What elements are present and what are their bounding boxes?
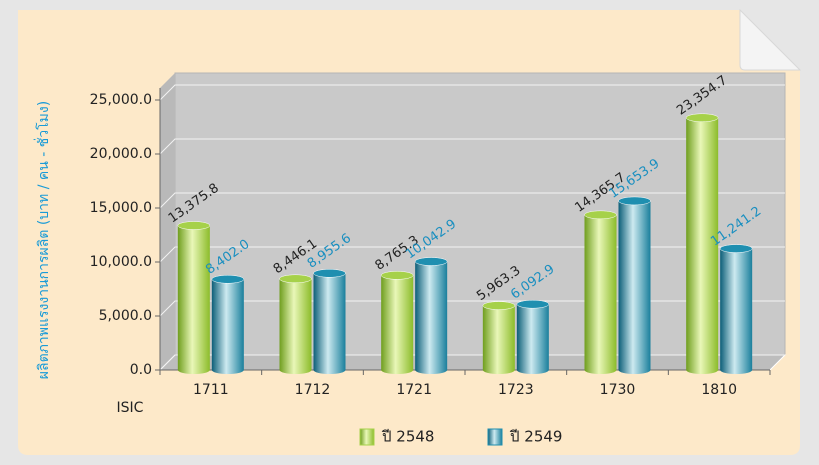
bar-body [686, 117, 719, 375]
bar-cap [313, 269, 346, 278]
bar [618, 196, 651, 374]
bar [279, 274, 312, 374]
x-tick-label: 1721 [396, 382, 432, 398]
y-tick-label: 20,000.0 [90, 146, 152, 162]
bar [313, 269, 346, 374]
grid-line [159, 84, 785, 101]
bar-cap [618, 196, 651, 206]
bar-cap [380, 271, 414, 280]
x-tick-label: 1723 [498, 382, 534, 398]
bar-body [618, 200, 651, 374]
side-wall [160, 73, 175, 370]
bar-cap [584, 210, 617, 220]
legend-swatch [359, 428, 375, 446]
bar [685, 113, 719, 375]
bar-cap [685, 113, 719, 123]
bar-body [279, 278, 312, 374]
bar [482, 301, 516, 374]
grid-line [159, 300, 785, 317]
bar [177, 221, 211, 374]
bar [414, 257, 448, 374]
bar [380, 271, 414, 374]
legend-swatch [487, 428, 503, 446]
bar-body [584, 214, 617, 374]
x-tick-label: 1712 [295, 382, 331, 398]
x-tick-label: 1810 [701, 382, 737, 398]
y-axis-title: ผลิตภาพแรงงานการผลิต (บาท / คน - ชั่วโมง… [34, 101, 52, 379]
bar-body [211, 279, 244, 374]
x-tick-label: 1711 [193, 382, 229, 398]
bar [211, 275, 245, 374]
y-tick-label: 5,000.0 [99, 308, 152, 324]
bar [719, 244, 753, 374]
y-tick-label: 15,000.0 [90, 200, 152, 216]
grid-line [159, 354, 785, 371]
bar-body [177, 225, 210, 374]
legend-label: ปี 2549 [509, 428, 562, 446]
bar-body [313, 273, 346, 374]
bar-body [720, 248, 753, 374]
bar-cap [279, 274, 312, 284]
y-tick-label: 10,000.0 [90, 254, 152, 270]
bar-cap [516, 299, 550, 309]
folded-corner [739, 8, 802, 71]
grid-line [159, 246, 785, 263]
bar-cap [414, 257, 448, 266]
bar-body [415, 261, 448, 374]
grid-line [159, 192, 785, 209]
bar-body [516, 304, 549, 374]
bar [584, 210, 617, 374]
bar [516, 299, 550, 374]
y-tick-label: 25,000.0 [90, 92, 152, 108]
bar-cap [719, 244, 753, 253]
x-axis-title: ISIC [117, 400, 144, 416]
bar-cap [482, 301, 516, 310]
bar-body [381, 275, 414, 374]
grid-line [159, 138, 785, 155]
x-tick-label: 1730 [600, 382, 636, 398]
legend-label: ปี 2548 [381, 428, 434, 446]
bar-cap [177, 221, 211, 230]
bar-cap [211, 275, 245, 284]
bar-body [482, 305, 515, 374]
y-tick-label: 0.0 [130, 362, 152, 378]
